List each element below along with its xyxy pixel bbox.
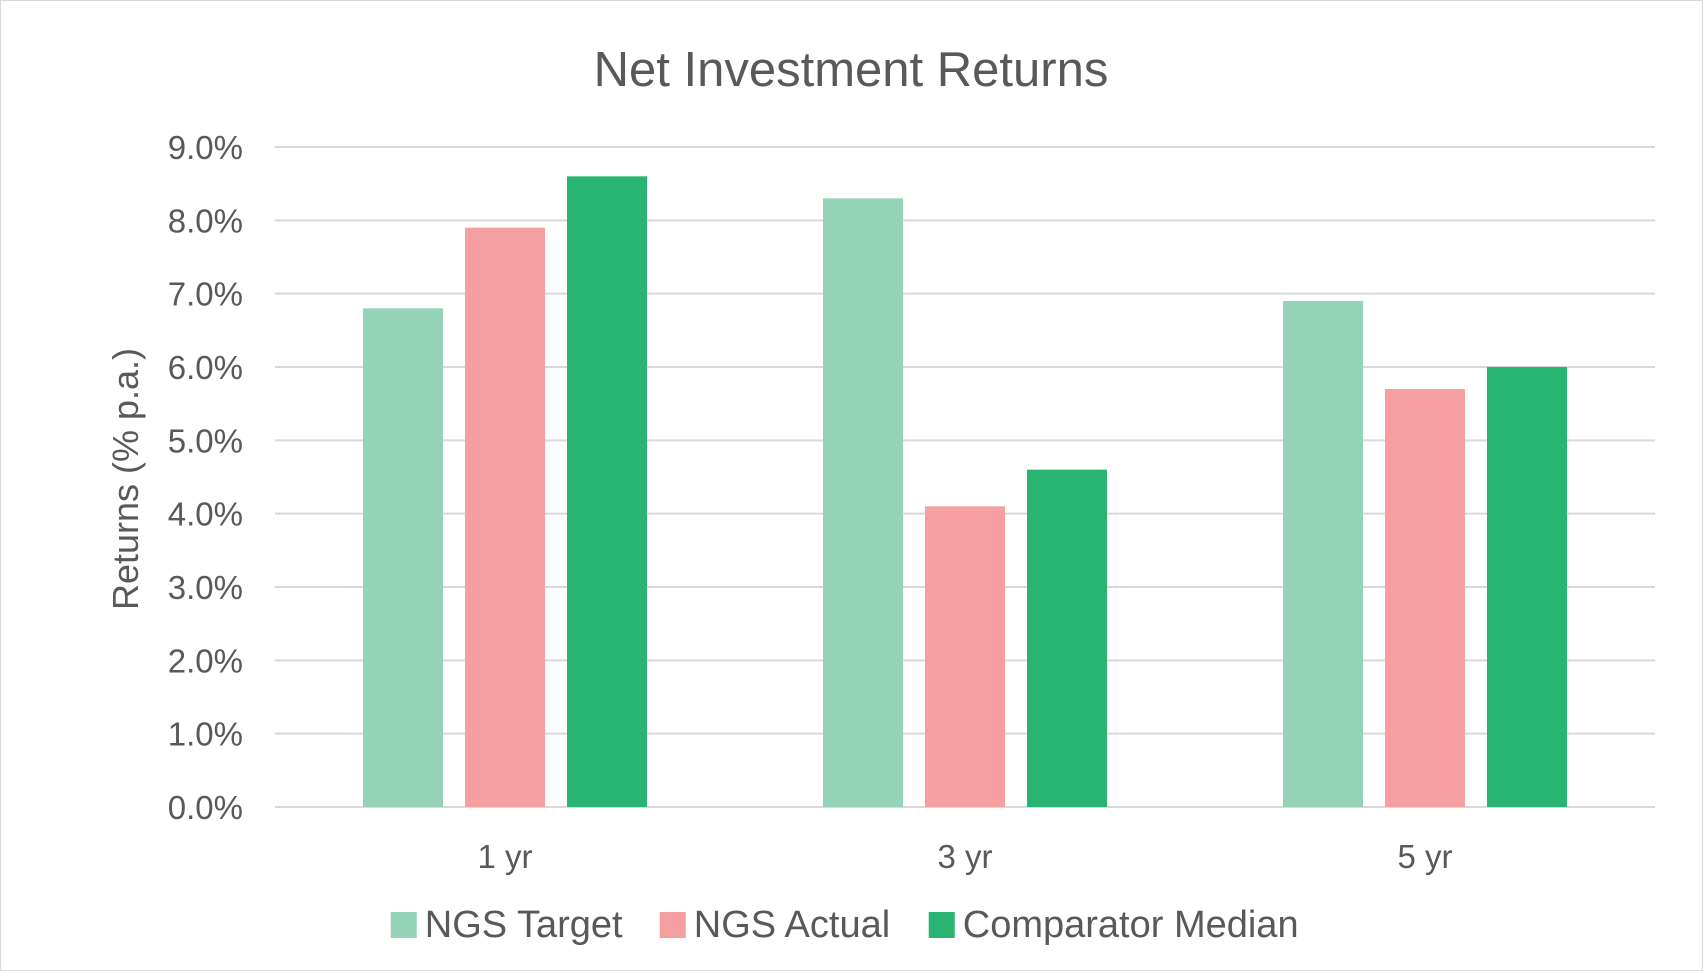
bar bbox=[925, 506, 1005, 807]
x-tick-label: 3 yr bbox=[937, 838, 992, 875]
legend-swatch bbox=[390, 912, 417, 938]
x-tick-label: 5 yr bbox=[1397, 838, 1452, 875]
legend-label: NGS Target bbox=[425, 904, 623, 946]
y-axis-label: Returns (% p.a.) bbox=[105, 348, 146, 610]
y-tick-label: 9.0% bbox=[168, 129, 243, 166]
y-tick-label: 5.0% bbox=[168, 422, 243, 459]
x-tick-label: 1 yr bbox=[477, 838, 532, 875]
y-tick-label: 8.0% bbox=[168, 202, 243, 239]
y-axis-ticks: 0.0% 1.0% 2.0% 3.0% 4.0% 5.0% 6.0% 7.0% 8.0% 9.0% bbox=[168, 129, 243, 826]
bar bbox=[1283, 301, 1363, 807]
y-tick-label: 1.0% bbox=[168, 716, 243, 753]
bar bbox=[363, 308, 443, 807]
bar bbox=[823, 198, 903, 808]
legend: NGS Target NGS Actual Comparator Median bbox=[390, 904, 1299, 946]
y-tick-label: 2.0% bbox=[168, 642, 243, 679]
chart-title: Net Investment Returns bbox=[594, 43, 1109, 97]
y-tick-label: 6.0% bbox=[168, 349, 243, 386]
bar bbox=[567, 176, 647, 808]
legend-swatch bbox=[928, 912, 955, 938]
y-tick-label: 0.0% bbox=[168, 789, 243, 826]
y-tick-label: 3.0% bbox=[168, 569, 243, 606]
bars bbox=[363, 176, 1567, 808]
bar bbox=[1487, 367, 1567, 807]
bar bbox=[1027, 469, 1107, 807]
legend-label: Comparator Median bbox=[963, 904, 1299, 946]
x-axis-ticks: 1 yr 3 yr 5 yr bbox=[477, 838, 1452, 875]
legend-swatch bbox=[659, 912, 686, 938]
legend-label: NGS Actual bbox=[694, 904, 890, 946]
y-tick-label: 7.0% bbox=[168, 276, 243, 313]
y-tick-label: 4.0% bbox=[168, 496, 243, 533]
bar bbox=[465, 227, 545, 807]
bar bbox=[1385, 389, 1465, 807]
